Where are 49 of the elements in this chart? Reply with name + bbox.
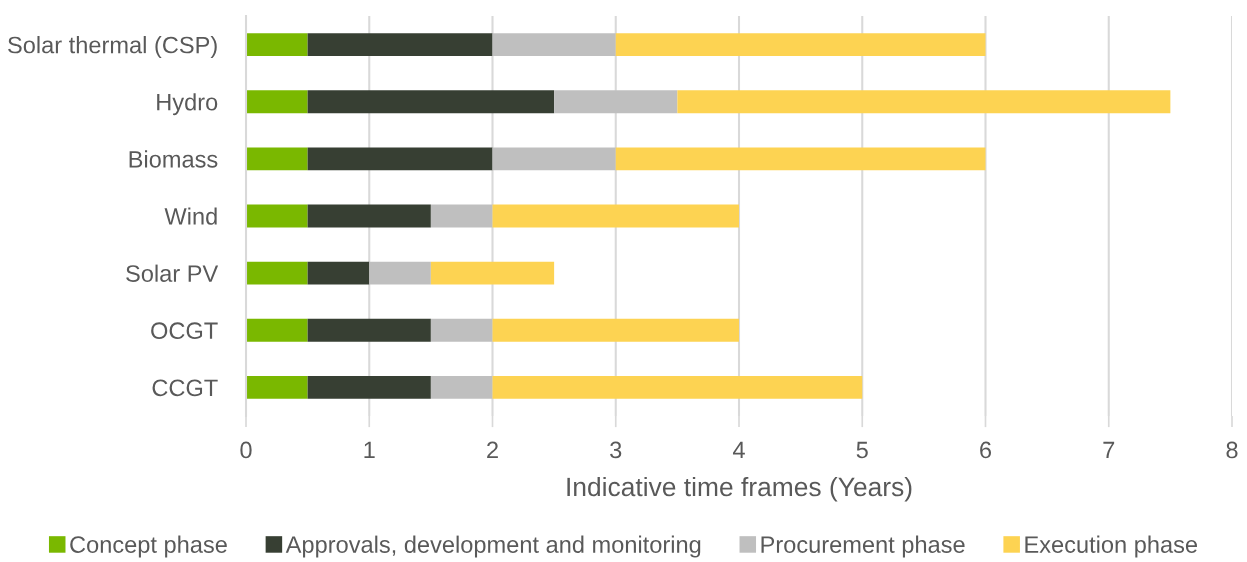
bar	[246, 261, 308, 285]
legend-label: Concept phase	[70, 535, 227, 558]
y-tick-label: Hydro	[157, 93, 218, 116]
y-tick-label: Solar PV	[126, 264, 219, 282]
bar	[492, 33, 616, 56]
bar	[307, 33, 493, 56]
bar	[246, 90, 308, 114]
bar	[307, 261, 370, 285]
bar	[246, 147, 308, 171]
legend-label: Approvals, development and monitoring	[285, 535, 701, 558]
bar	[492, 147, 616, 171]
x-tick-label: 8	[1226, 441, 1238, 459]
bar	[307, 318, 431, 342]
bar	[307, 90, 555, 114]
bar	[246, 318, 308, 342]
bar	[492, 204, 739, 228]
y-tick-label: Wind	[164, 207, 217, 225]
x-tick-label: 1	[364, 441, 375, 459]
bar	[307, 147, 493, 171]
bar	[677, 90, 1171, 114]
y-tick-label: OCGT	[151, 322, 218, 340]
bar	[430, 204, 493, 228]
y-tick-label: Solar thermal (CSP)	[8, 36, 217, 59]
x-axis-title: Indicative time frames (Years)	[567, 476, 912, 502]
bar	[307, 204, 431, 228]
x-tick-label: 2	[487, 441, 498, 459]
bar	[615, 33, 986, 56]
x-tick-label: 5	[856, 441, 868, 459]
x-tick-label: 4	[732, 441, 745, 459]
bar	[430, 318, 493, 342]
bar	[554, 90, 678, 114]
bar	[307, 376, 431, 399]
bar	[430, 261, 555, 285]
bar	[615, 147, 986, 171]
x-tick-label: 6	[980, 441, 992, 459]
bar	[246, 376, 308, 399]
bar	[492, 376, 863, 399]
legend-label: Procurement phase	[761, 535, 965, 558]
x-tick-label: 3	[610, 441, 622, 459]
bar	[430, 376, 493, 399]
y-tick-label: CCGT	[152, 379, 218, 397]
bar	[492, 318, 739, 342]
x-tick-label: 0	[240, 441, 252, 459]
x-tick-label: 7	[1103, 441, 1115, 459]
legend-label: Execution phase	[1025, 535, 1197, 558]
bar	[246, 204, 308, 228]
y-tick-label: Biomass	[129, 150, 218, 168]
bar	[369, 261, 431, 285]
bar	[246, 33, 308, 56]
